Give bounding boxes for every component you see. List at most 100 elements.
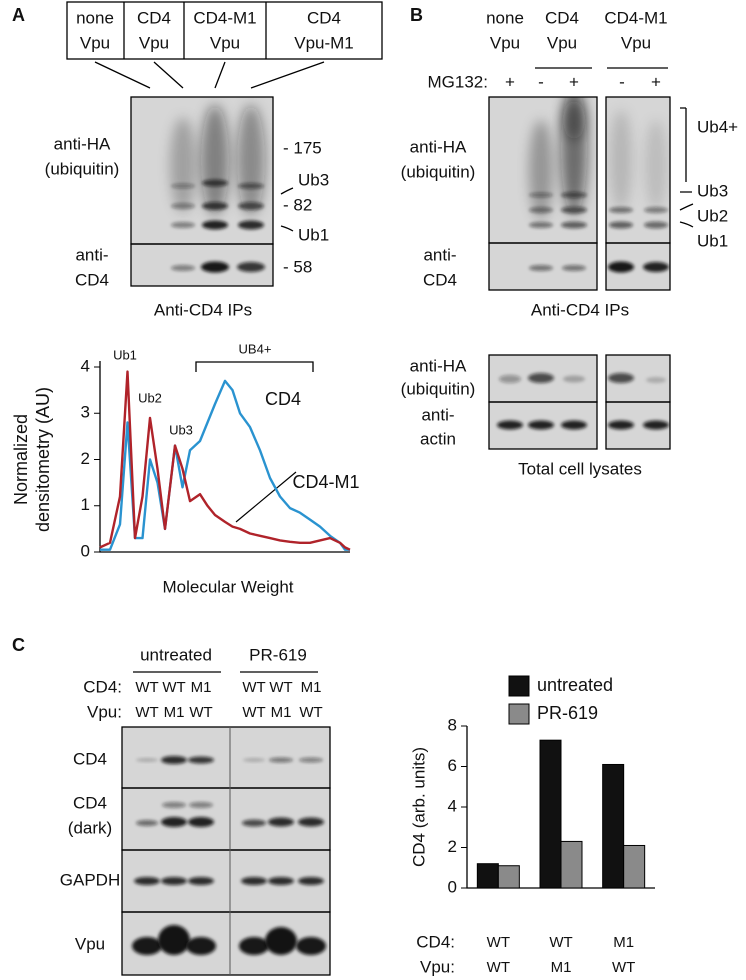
blot-band — [242, 819, 266, 827]
blot-band — [268, 817, 294, 827]
genotype-label: WT — [242, 704, 265, 721]
blot-band — [186, 937, 216, 955]
marker-label: - 82 — [283, 195, 312, 214]
blot-band — [561, 420, 587, 430]
blot-band — [563, 100, 585, 140]
blot-band — [529, 222, 553, 228]
legend-label: PR-619 — [537, 703, 598, 723]
blot-band — [269, 757, 293, 763]
blot-band — [561, 206, 587, 214]
blot-label: CD4 — [73, 793, 107, 812]
blot-band — [238, 202, 264, 210]
y-tick-label: 4 — [448, 796, 457, 815]
bar — [560, 840, 583, 889]
marker-label: Ub1 — [298, 225, 329, 244]
y-tick-label: 0 — [448, 877, 457, 896]
blot-label: (ubiquitin) — [401, 162, 476, 181]
pointer-line — [235, 471, 297, 523]
genotype-label: M1 — [191, 679, 212, 696]
blot-label: GAPDH — [60, 870, 120, 889]
blot-band — [188, 817, 214, 827]
blot-band — [562, 265, 586, 271]
blot-band — [161, 877, 187, 885]
blot — [122, 727, 330, 975]
caption: Anti-CD4 IPs — [154, 300, 252, 319]
caption: Total cell lysates — [518, 459, 642, 478]
y-tick-label: 4 — [81, 356, 90, 375]
blot-band — [645, 120, 667, 210]
lane-label: CD4 — [137, 8, 171, 27]
blot-band — [529, 207, 553, 213]
genotype-label: WT — [242, 679, 265, 696]
blot-band — [239, 937, 269, 955]
blot-band — [134, 877, 160, 885]
blot-band — [201, 105, 229, 215]
blot-band — [132, 937, 162, 955]
row-label: CD4: — [416, 932, 455, 951]
marker-label: Ub1 — [697, 231, 728, 250]
genotype-label: WT — [135, 704, 158, 721]
genotype-label: M1 — [164, 704, 185, 721]
lane-label: CD4-M1 — [604, 8, 667, 27]
blot-label: (ubiquitin) — [45, 159, 120, 178]
genotype-label: WT — [135, 679, 158, 696]
annotation: Ub2 — [138, 390, 162, 405]
blot-band — [268, 877, 294, 885]
blot-label: CD4 — [423, 270, 457, 289]
y-tick-label: 8 — [448, 715, 457, 734]
category-label: WT — [487, 959, 510, 976]
legend-swatch — [508, 675, 530, 697]
row-label: CD4: — [83, 677, 122, 696]
marker-brackets — [679, 107, 694, 228]
blot-band — [162, 802, 186, 808]
marker-label: - 175 — [283, 138, 322, 157]
treatment-mark: + — [651, 72, 661, 91]
lane-label: none — [76, 8, 114, 27]
lane-label: Vpu-M1 — [294, 33, 354, 52]
blot-label: CD4 — [73, 749, 107, 768]
blot-label: (ubiquitin) — [401, 379, 476, 398]
blot-band — [528, 420, 554, 430]
series-line — [99, 370, 351, 551]
blot-band — [171, 183, 195, 189]
blot-label: (dark) — [68, 818, 112, 837]
blot-band — [529, 265, 553, 271]
blot-band — [608, 261, 634, 273]
blot-band — [497, 420, 523, 430]
annotation: UB4+ — [239, 341, 272, 356]
y-tick-label: 6 — [448, 756, 457, 775]
blot-band — [188, 877, 214, 885]
blot-band — [171, 203, 195, 209]
genotype-label: M1 — [301, 679, 322, 696]
blot-band — [610, 110, 632, 210]
lane-box — [66, 1, 383, 60]
lane-label: Vpu — [490, 33, 520, 52]
row-label: Vpu: — [87, 702, 122, 721]
genotype-label: WT — [299, 704, 322, 721]
lane-label: none — [486, 8, 524, 27]
blot-band — [561, 192, 587, 198]
blot-frame — [121, 911, 331, 976]
blot-band — [561, 221, 587, 229]
annotation: Ub3 — [169, 422, 193, 437]
treatment-mark: - — [619, 72, 625, 91]
blot-band — [644, 221, 668, 229]
series-line — [100, 379, 350, 551]
blot-frame — [488, 242, 598, 291]
blot-band — [296, 937, 326, 955]
blot-band — [528, 373, 554, 383]
blot-band — [243, 758, 265, 762]
blot-band — [237, 105, 265, 215]
bracket — [195, 361, 314, 372]
treatment-mark: + — [505, 72, 515, 91]
blot-label: CD4 — [75, 270, 109, 289]
legend-label: untreated — [537, 675, 613, 695]
lane-label: Vpu — [621, 33, 651, 52]
blot-band — [202, 220, 228, 230]
lane-label: Vpu — [547, 33, 577, 52]
blot-band — [529, 192, 553, 198]
bar — [497, 865, 520, 889]
bar — [623, 844, 646, 889]
blot-band — [643, 262, 669, 272]
marker-label: - 58 — [283, 257, 312, 276]
